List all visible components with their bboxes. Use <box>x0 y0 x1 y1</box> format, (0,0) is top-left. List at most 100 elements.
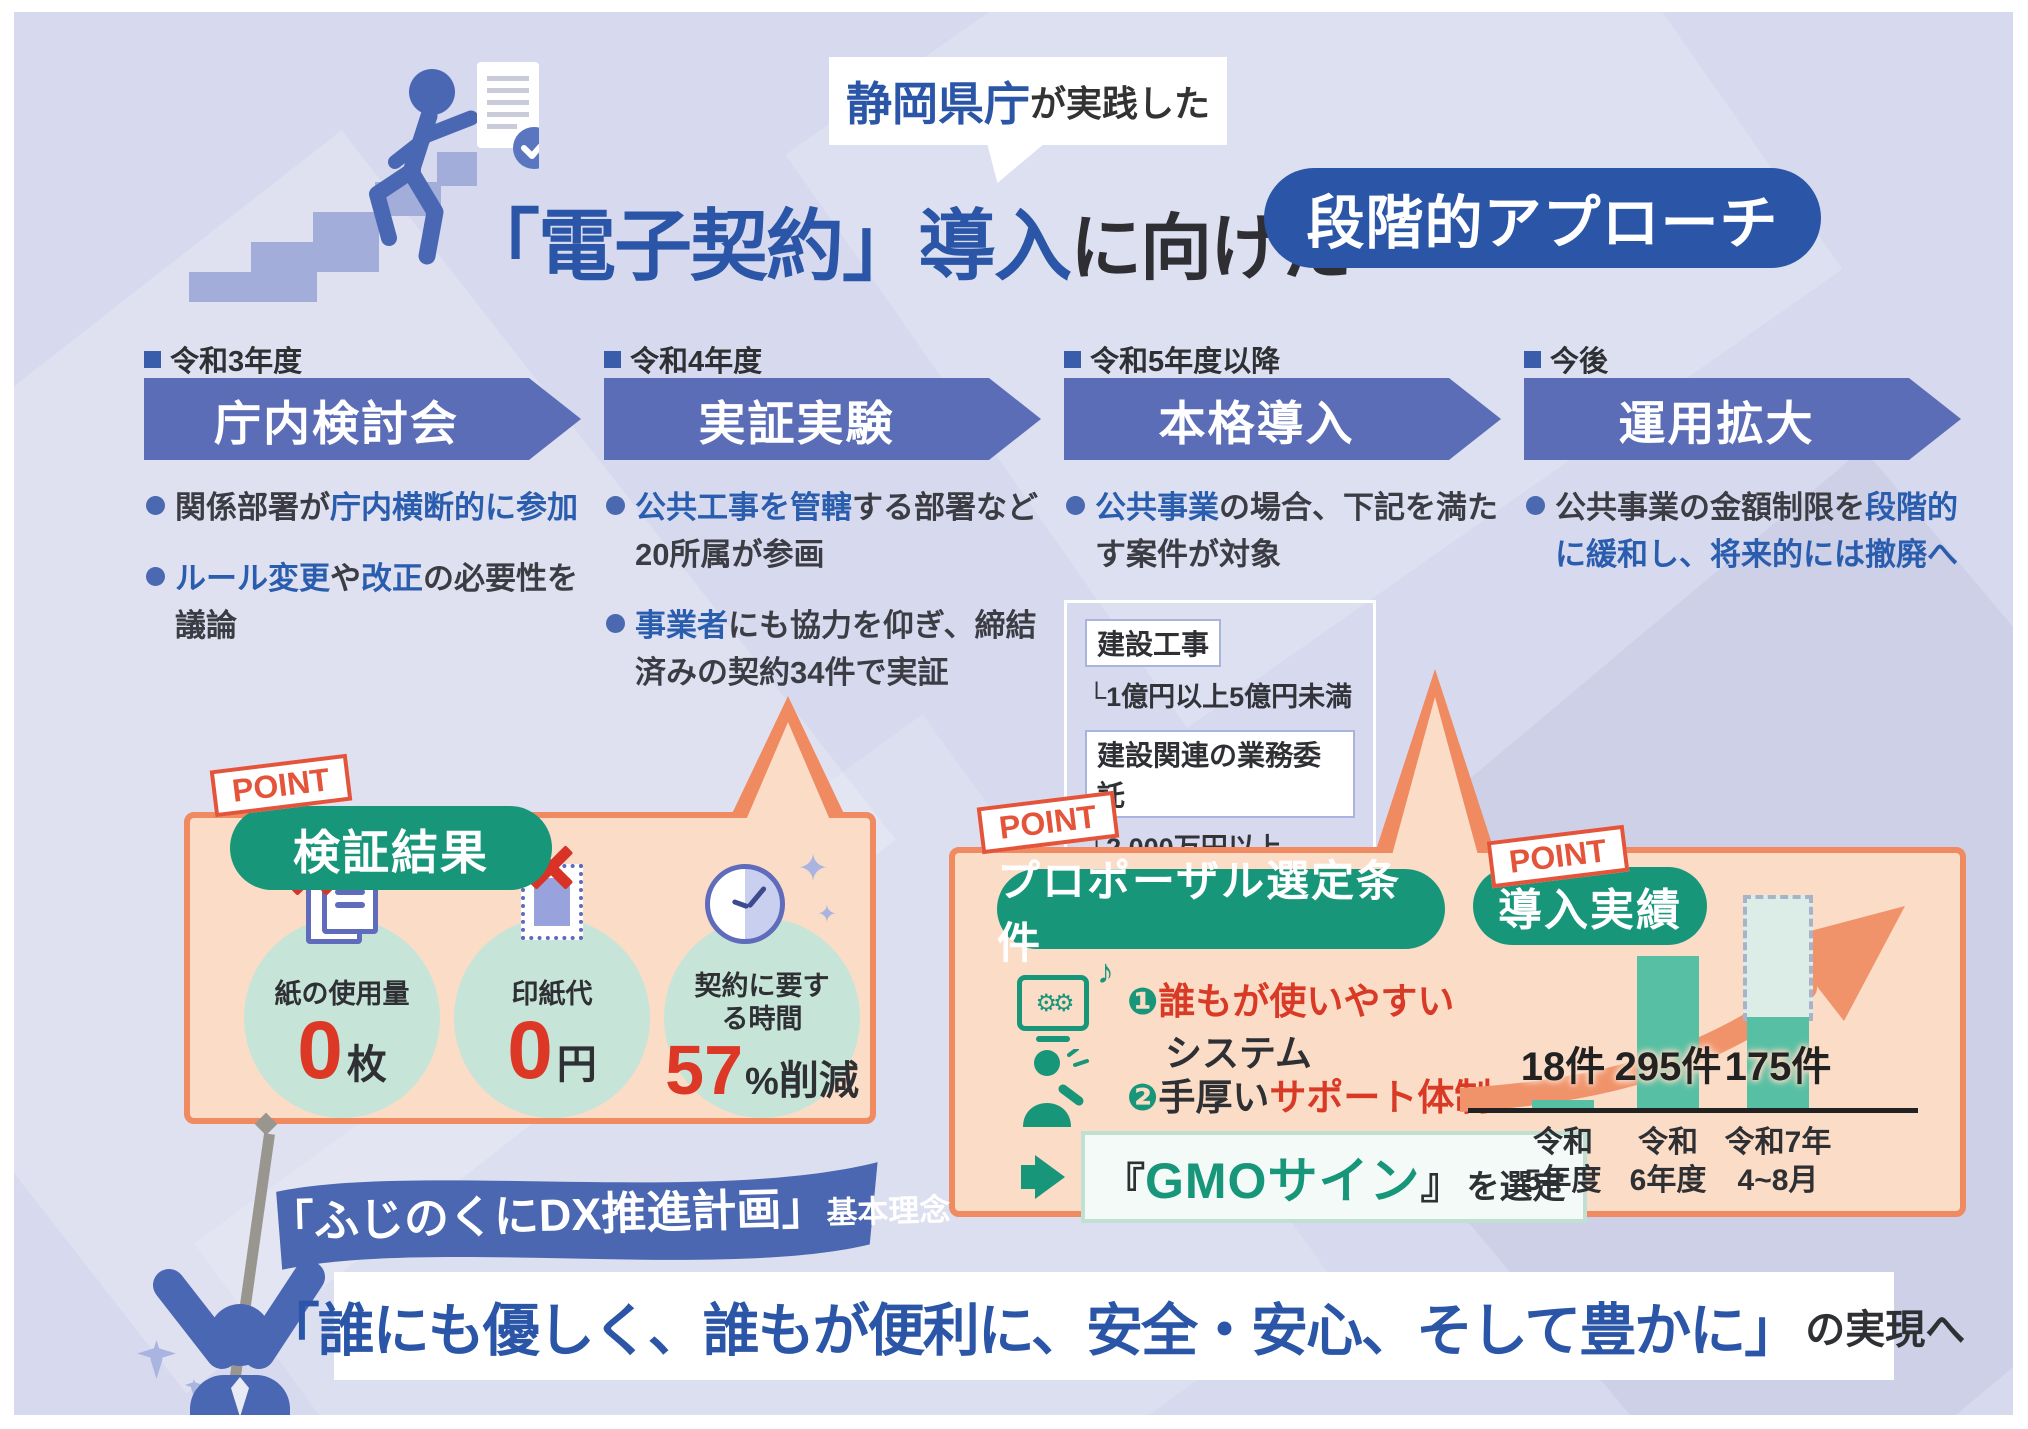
cheering-person-icon <box>137 1261 325 1415</box>
criteria-label: 建設工事 <box>1085 619 1222 667</box>
speech-bubble-tail <box>987 143 1045 183</box>
stage4-bullets: 公共事業の金額制限を段階的に緩和し、将来的には撤廃へ <box>1526 484 1976 602</box>
callout-tail-fill <box>746 722 830 820</box>
page-title: 「電子契約」導入に向けた <box>462 184 1352 296</box>
bar-r5 <box>1532 1100 1594 1110</box>
criteria-condition: └1億円以上5億円未満 <box>1087 682 1353 712</box>
stage1-arrow: 庁内検討会 <box>144 378 581 460</box>
sparkle-icon: ✦ <box>816 901 837 928</box>
music-note-icon: ♪ <box>1097 953 1114 991</box>
results-title-pill: 検証結果 <box>230 806 552 890</box>
page-background: 静岡県庁 が実践した 「電子契約」導入に向けた 段階的アプローチ 令和3年度 庁内… <box>14 12 2013 1415</box>
selection-adoption-point-box: POINT プロポーザル選定条件 ⚙⚙ ♪ ❶誰もが使いやすい システム ❷手厚… <box>949 669 1966 1223</box>
bubble-rest-text: が実践した <box>1029 83 1210 124</box>
result-label: 印紙代 <box>511 978 593 1009</box>
bullet-text-highlight: 改正 <box>361 561 423 597</box>
selection-title: プロポーザル選定条件 <box>997 858 1402 968</box>
dot-bullet-icon <box>146 496 165 515</box>
selection-title-pill: プロポーザル選定条件 <box>997 858 1445 968</box>
stamp-x-icon <box>521 845 583 960</box>
stage4-arrow: 運用拡大 <box>1524 378 1961 460</box>
dot-bullet-icon <box>606 614 625 634</box>
bullet-text: や <box>330 561 361 597</box>
bar-value-label: 175件 <box>1724 1045 1832 1089</box>
bullet-text: 公共事業の金額制限を <box>1555 490 1865 525</box>
square-bullet-icon <box>144 350 161 368</box>
sparkle-icon: ✦ <box>797 848 829 890</box>
stage1-title: 庁内検討会 <box>214 396 459 450</box>
bullet-text: 関係部署が <box>175 490 330 525</box>
dot-bullet-icon <box>146 567 165 587</box>
result-value: 57 <box>665 1030 744 1109</box>
list-item: ルール変更や改正の必要性を議論 <box>146 555 596 649</box>
result-value: 0 <box>507 1005 553 1097</box>
result-item-stamp: 印紙代 0 円 <box>452 845 652 1122</box>
quote-bracket: 『 <box>1103 1160 1146 1207</box>
system-monitor-icon: ⚙⚙ <box>1017 975 1089 1031</box>
stage2-title: 実証実験 <box>698 396 895 450</box>
quote-bracket: 』 <box>1420 1160 1463 1207</box>
gmo-sign-name: GMOサイン <box>1145 1153 1421 1209</box>
selection-item1-highlight: 誰もが使いやすい <box>1158 981 1455 1022</box>
bullet-text-highlight: 公共工事を管轄 <box>635 490 852 525</box>
stage2-year-label: 令和4年度 <box>630 346 763 378</box>
result-unit: 円 <box>556 1043 597 1088</box>
quote-highlight: 「誰にも優しく、誰もが便利に、安全・安心、そして豊かに」 <box>262 1299 1802 1363</box>
result-circle: 契約に要する時間 57 % 削減 <box>664 918 860 1118</box>
title-highlight: 「電子契約」導入 <box>462 202 1072 290</box>
quote-rest: の実現へ <box>1805 1308 1966 1352</box>
result-unit: 枚 <box>346 1043 387 1088</box>
results-title: 検証結果 <box>293 825 489 879</box>
clock-icon: ✦ ✦ <box>705 848 837 956</box>
stage3-bullets: 公共事業の場合、下記を満たす案件が対象 <box>1066 484 1516 602</box>
selection-item1-cont: システム <box>1165 1023 1312 1077</box>
stage2-arrow: 実証実験 <box>604 378 1041 460</box>
square-bullet-icon <box>1064 350 1081 368</box>
bullet-text: の場合、下記を満たす案件が対象 <box>1095 490 1498 573</box>
title-pill: 段階的アプローチ <box>1264 168 1821 268</box>
stair-climber-icon <box>189 62 539 302</box>
stage3-year: 令和5年度以降 <box>1064 338 1280 380</box>
title-pill-label: 段階的アプローチ <box>1306 191 1779 256</box>
result-label: 契約に要する時間 <box>694 971 830 1034</box>
callout-tail-fill <box>1392 697 1478 855</box>
gmo-sign-rest: を選定 <box>1466 1168 1566 1205</box>
selection-item2-rest: 手厚い <box>1158 1077 1270 1118</box>
bar-r6 <box>1637 956 1699 1110</box>
adoption-bar-chart: 18件 295件 175件 令和 5年度 令和 6年度 令和7年 4~8月 <box>1460 888 1930 1218</box>
stage3-year-label: 令和5年度以降 <box>1090 346 1281 378</box>
list-item: 公共事業の場合、下記を満たす案件が対象 <box>1066 484 1516 578</box>
gmo-sign-box: 『GMOサイン』を選定 <box>1081 1131 1588 1223</box>
dot-bullet-icon <box>606 496 625 515</box>
stage1-year-label: 令和3年度 <box>170 346 303 378</box>
numbered-badge: ❶ <box>1127 981 1159 1022</box>
bar-value-label: 295件 <box>1614 1045 1722 1089</box>
bullet-text: にも協力を仰ぎ、締結済みの契約34件で実証 <box>635 608 1037 691</box>
stage1-bullets: 関係部署が庁内横断的に参加 ルール変更や改正の必要性を議論 <box>146 484 596 673</box>
bullet-text: する部署など20所属が参画 <box>635 490 1038 573</box>
adoption-title: 導入実績 <box>1498 886 1682 935</box>
result-unit: 削減 <box>778 1058 859 1103</box>
selection-item2-highlight: サポート体制 <box>1269 1077 1492 1118</box>
bar-r7 <box>1747 1017 1809 1110</box>
bullet-text-highlight: 庁内横断的に参加 <box>330 490 578 525</box>
results-items: 紙の使用量 0 枚 印紙代 0 円 <box>242 845 862 1122</box>
dx-plan-flag <box>276 1162 878 1270</box>
selection-item1: ❶誰もが使いやすい <box>1127 971 1454 1025</box>
stage3-title: 本格導入 <box>1158 396 1355 450</box>
selection-item2: ❷手厚いサポート体制 <box>1127 1067 1491 1121</box>
bubble-org-name: 静岡県庁 <box>845 78 1030 130</box>
dot-bullet-icon <box>1066 496 1085 515</box>
stage3-arrow: 本格導入 <box>1064 378 1501 460</box>
flag-title: 「ふじのくにDX推進計画」 <box>268 1182 827 1249</box>
list-item: 関係部署が庁内横断的に参加 <box>146 484 596 531</box>
selection-item1-rest: システム <box>1165 1033 1312 1074</box>
support-person-icon <box>1023 1049 1089 1127</box>
dot-bullet-icon <box>1526 496 1545 515</box>
checked-document-icon <box>477 62 539 169</box>
square-bullet-icon <box>604 350 621 368</box>
result-label: 紙の使用量 <box>274 978 410 1009</box>
stage2-year: 令和4年度 <box>604 338 762 380</box>
criteria-label: 建設関連の業務委託 <box>1085 730 1355 818</box>
